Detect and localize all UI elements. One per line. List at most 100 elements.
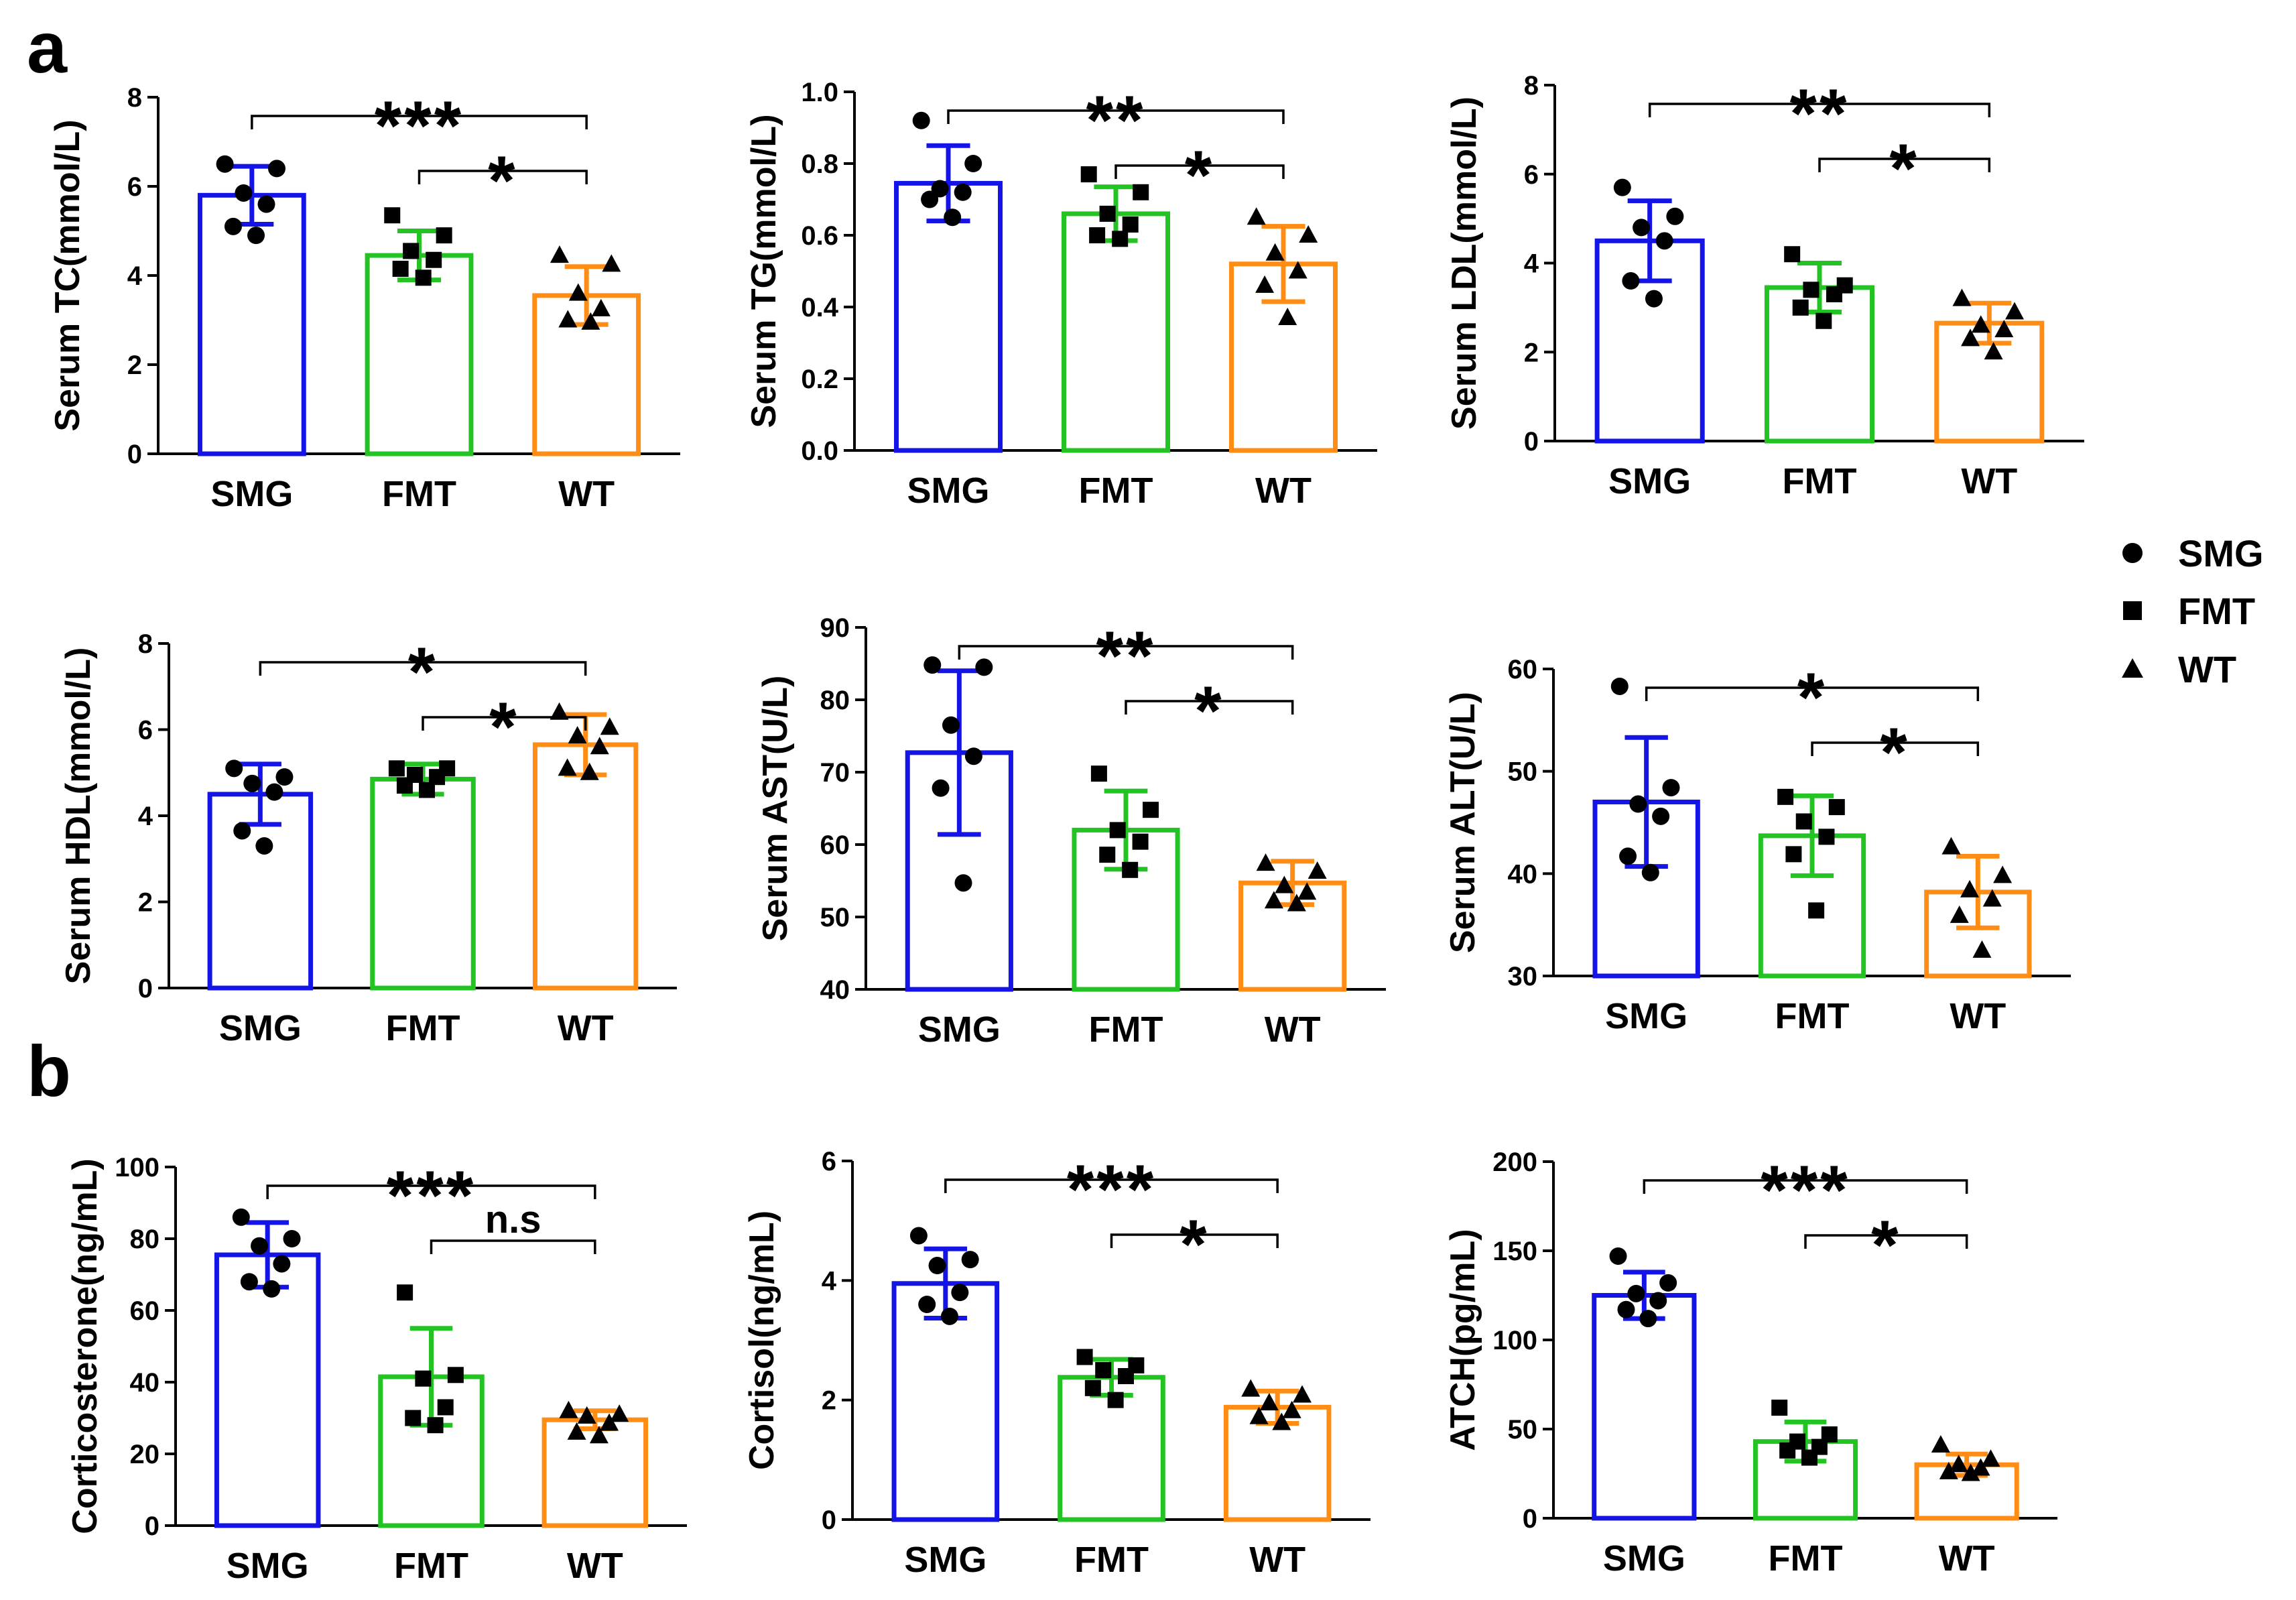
data-point-fmt [415, 1370, 432, 1387]
y-tick-label: 8 [138, 629, 153, 659]
significance-label: * [1179, 1206, 1209, 1284]
y-tick-label: 60 [820, 830, 850, 860]
data-point-fmt [1143, 802, 1159, 818]
data-point-wt [568, 283, 588, 301]
data-point-smg [273, 1255, 291, 1273]
x-tick-label-fmt: FMT [386, 1008, 460, 1048]
data-point-wt [1275, 875, 1294, 894]
data-point-wt [1960, 879, 1980, 898]
data-point-wt [2005, 302, 2025, 320]
data-point-fmt [1107, 1392, 1124, 1408]
data-point-fmt [437, 1399, 454, 1416]
y-tick-label: 40 [130, 1368, 160, 1398]
data-point-smg [225, 759, 243, 778]
y-axis-label: Serum ALT(U/L) [1444, 692, 1482, 953]
data-point-smg [243, 774, 261, 792]
significance-bracket [958, 645, 1294, 660]
data-point-wt [1308, 861, 1327, 879]
significance-bracket [266, 1184, 596, 1199]
data-point-smg [928, 1257, 946, 1275]
y-tick-label: 2 [822, 1386, 836, 1416]
x-tick-label-fmt: FMT [1089, 1009, 1163, 1050]
y-tick-label: 2 [127, 351, 142, 380]
significance-label: *** [375, 87, 464, 165]
data-point-wt [1272, 1412, 1291, 1430]
data-point-wt [1259, 1393, 1279, 1411]
y-tick-label: 0.8 [801, 149, 838, 179]
data-point-wt [1256, 853, 1275, 871]
significance-bracket [1818, 158, 1991, 172]
data-point-fmt [1084, 1379, 1101, 1396]
significance-bracket [1643, 1179, 1968, 1194]
data-point-smg [257, 195, 275, 213]
chart-5: 30 40 50 60 Serum ALT(U/L) SMG FMT WT * * [1444, 655, 2071, 1036]
data-point-wt [1278, 308, 1297, 326]
y-axis-label: Corticosterone(ng/mL) [66, 1158, 105, 1534]
data-point-smg [951, 1284, 969, 1302]
x-tick-label-smg: SMG [210, 474, 293, 514]
y-axis-label: Serum TG(mmol/L) [745, 114, 783, 428]
data-point-wt [1931, 1434, 1950, 1453]
data-point-wt [1971, 315, 1990, 333]
data-point-fmt [1095, 1362, 1112, 1379]
y-tick-label: 0.6 [801, 221, 838, 251]
y-tick-label: 0.2 [801, 365, 838, 394]
data-point-smg [283, 1230, 301, 1247]
data-point-wt [567, 1422, 586, 1440]
x-tick-label-fmt: FMT [382, 474, 456, 514]
y-tick-label: 0.0 [801, 436, 838, 466]
data-point-fmt [1826, 286, 1842, 302]
data-point-wt [600, 1413, 619, 1431]
data-point-smg [1649, 1292, 1667, 1310]
data-point-fmt [436, 227, 452, 244]
data-point-fmt [1117, 1368, 1134, 1384]
x-tick-label-wt: WT [558, 474, 615, 514]
y-tick-label: 6 [127, 172, 142, 202]
data-point-wt [577, 1406, 596, 1424]
y-axis-label: Serum HDL(mmol/L) [59, 648, 98, 985]
significance-label: *** [387, 1157, 476, 1235]
x-tick-label-fmt: FMT [1079, 471, 1153, 511]
x-tick-label-smg: SMG [904, 1540, 986, 1580]
data-point-smg [1622, 272, 1640, 290]
data-point-smg [275, 768, 294, 786]
data-point-fmt [1133, 184, 1149, 200]
legend-label-wt: WT [2178, 648, 2236, 690]
significance-bracket [1804, 1234, 1968, 1249]
significance-bracket [947, 109, 1285, 124]
data-point-fmt [1801, 1449, 1817, 1466]
data-point-wt [589, 1426, 609, 1444]
significance-label: ** [1096, 617, 1156, 695]
significance-label: * [489, 688, 519, 766]
significance-label: * [1194, 672, 1224, 750]
data-point-wt [1241, 1379, 1261, 1397]
y-tick-label: 80 [130, 1225, 160, 1254]
data-point-fmt [1784, 246, 1801, 263]
data-point-wt [1984, 342, 2003, 360]
data-point-smg [1610, 677, 1629, 695]
panel-label-b: b [27, 1030, 71, 1111]
data-point-smg [918, 1296, 936, 1313]
y-tick-label: 4 [1524, 249, 1539, 279]
y-tick-label: 30 [1508, 962, 1538, 991]
y-tick-label: 50 [1508, 757, 1538, 787]
data-point-smg [267, 160, 285, 178]
y-tick-label: 40 [1508, 859, 1538, 889]
data-point-wt [602, 254, 621, 272]
data-point-wt [1264, 891, 1283, 909]
data-point-wt [1247, 207, 1266, 225]
data-point-wt [1297, 882, 1317, 900]
data-point-smg [954, 183, 972, 201]
y-tick-label: 0 [1524, 427, 1539, 456]
data-point-fmt [415, 269, 432, 286]
data-point-fmt [1122, 216, 1139, 233]
data-point-smg [1655, 232, 1673, 250]
data-point-smg [233, 822, 251, 840]
data-point-smg [912, 111, 930, 129]
data-point-smg [1619, 847, 1637, 865]
x-tick-label-fmt: FMT [1074, 1540, 1149, 1580]
data-point-fmt [396, 778, 413, 794]
data-point-fmt [1099, 847, 1116, 863]
